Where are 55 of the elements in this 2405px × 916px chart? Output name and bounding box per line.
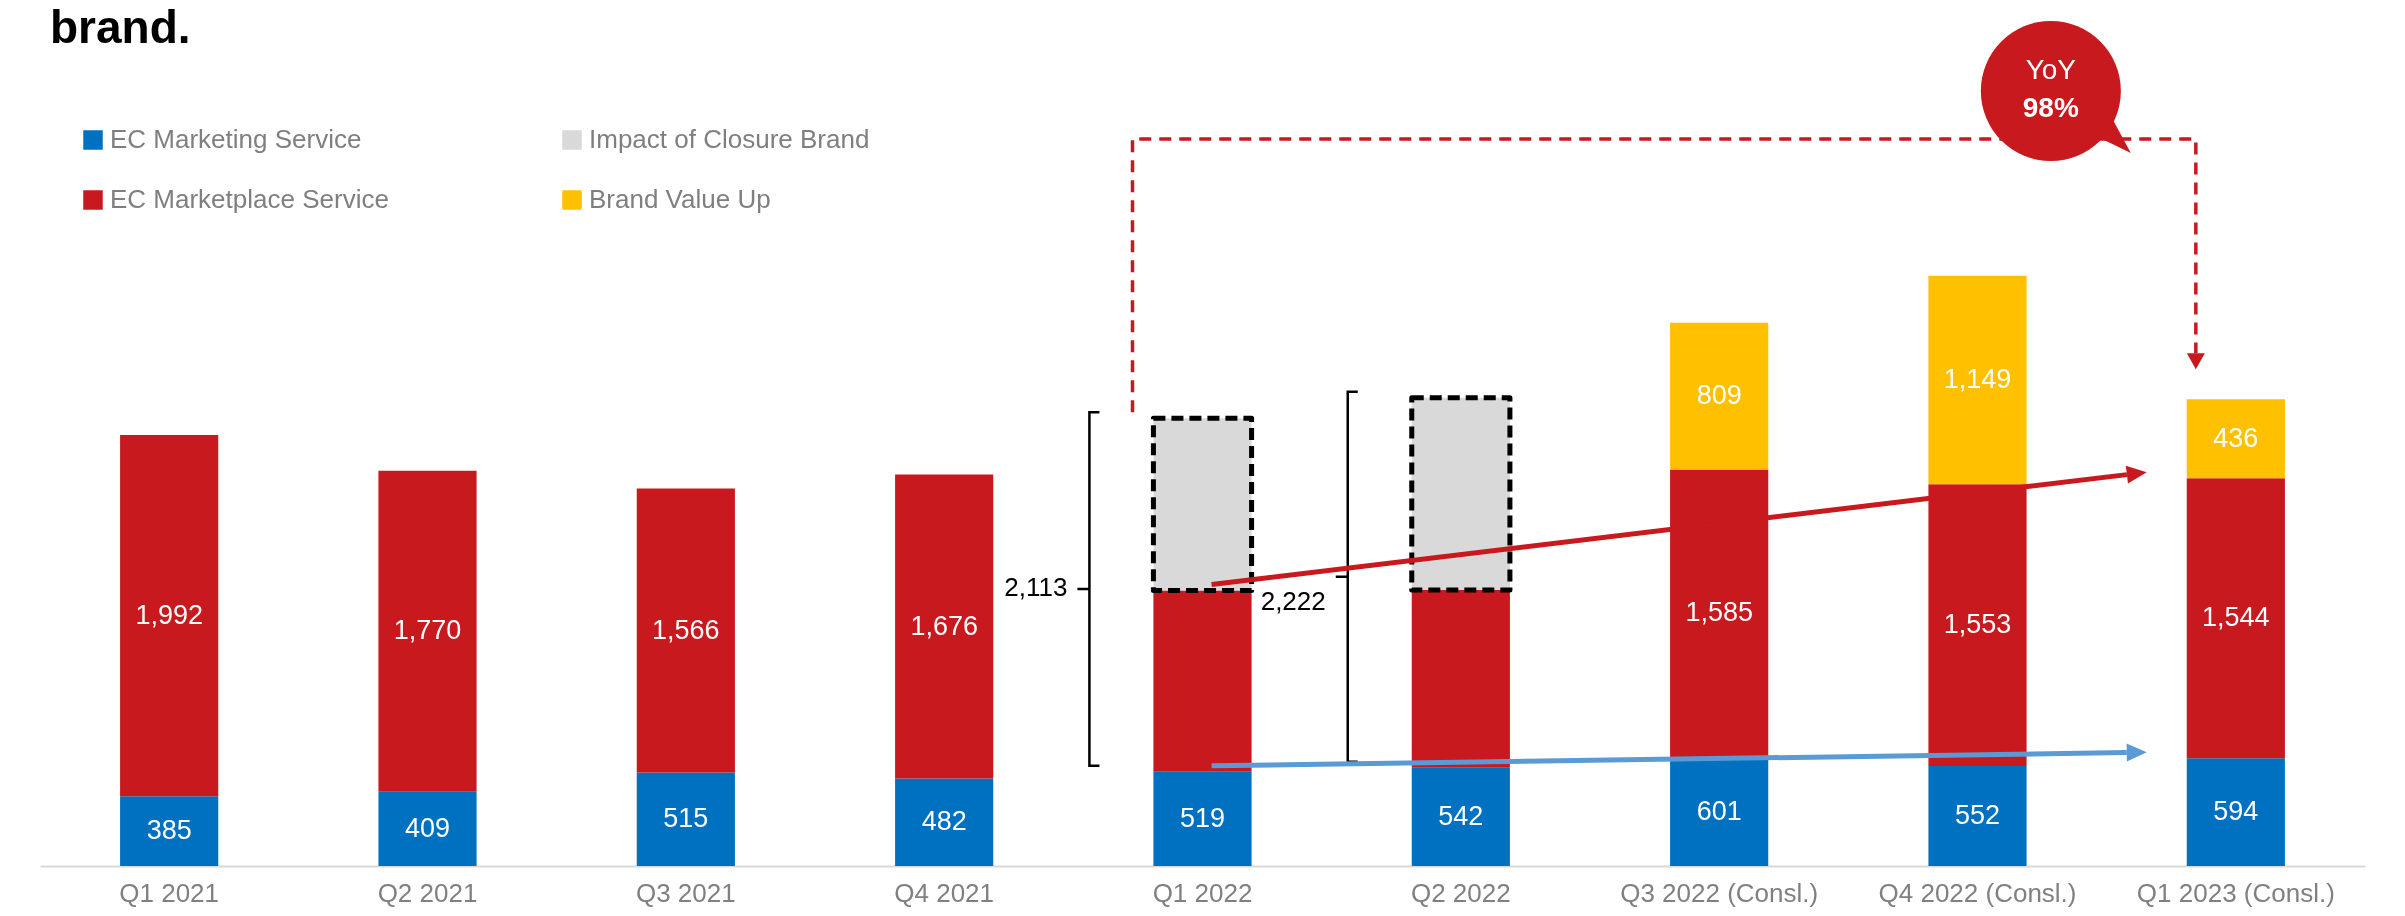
data-label: 482 — [921, 806, 967, 837]
data-label: 1,553 — [1943, 609, 2012, 640]
x-tick-label: Q3 2021 — [635, 877, 736, 908]
data-label: 409 — [404, 812, 451, 843]
bar — [120, 434, 219, 797]
x-tick-label: Q2 2021 — [377, 877, 478, 908]
data-label: 1,676 — [910, 610, 978, 641]
bar — [2186, 478, 2285, 759]
x-tick-label: Q3 2022 (Consl.) — [1620, 877, 1819, 908]
data-label: 436 — [2213, 422, 2259, 453]
data-label: 1,149 — [1943, 364, 2012, 395]
bar — [1153, 771, 1252, 866]
chart-title: brand. — [50, 1, 191, 53]
legend-label: Brand Value Up — [589, 184, 771, 214]
data-label: 519 — [1179, 802, 1226, 833]
bar — [1670, 322, 1769, 470]
bar — [1928, 275, 2027, 485]
annotation: 2,222 — [1260, 585, 1326, 616]
x-tick-label: Q1 2021 — [119, 877, 220, 908]
data-label: 552 — [1954, 799, 2001, 830]
bar — [1411, 767, 1510, 866]
data-label: 809 — [1696, 380, 1742, 411]
bar — [1670, 757, 1769, 866]
data-label: 601 — [1696, 795, 1742, 826]
data-label: 542 — [1438, 800, 1484, 831]
legend-label: Impact of Closure Brand — [589, 124, 870, 154]
data-label: 594 — [2213, 796, 2259, 827]
bar — [1670, 469, 1769, 757]
data-label: 1,566 — [652, 614, 720, 645]
data-label: 1,992 — [135, 599, 203, 630]
bar — [1928, 765, 2027, 866]
bar — [2186, 399, 2285, 479]
x-tick-label: Q2 2022 — [1410, 877, 1511, 908]
bar — [895, 778, 994, 866]
bar — [895, 474, 994, 779]
x-tick-label: Q4 2021 — [894, 877, 995, 908]
data-label: 1,585 — [1685, 597, 1753, 628]
bar — [120, 796, 219, 866]
x-tick-label: Q4 2022 (Consl.) — [1878, 877, 2077, 908]
x-tick-label: Q1 2023 (Consl.) — [2136, 877, 2335, 908]
legend-label: EC Marketplace Service — [110, 184, 389, 214]
bar — [378, 470, 477, 792]
text: YoY 98% — [2022, 54, 2079, 123]
bar — [636, 488, 735, 773]
data-label: 1,544 — [2202, 602, 2270, 633]
data-label: 1,770 — [393, 615, 462, 646]
bar — [2186, 758, 2285, 866]
bar — [378, 791, 477, 866]
bar — [636, 772, 735, 866]
x-tick-label: Q1 2022 — [1152, 877, 1253, 908]
annotation: 2,113 — [1004, 571, 1068, 602]
data-label: 385 — [146, 815, 192, 846]
legend-label: EC Marketing Service — [110, 124, 362, 154]
bar — [1928, 484, 2027, 766]
data-label: 515 — [663, 803, 709, 834]
